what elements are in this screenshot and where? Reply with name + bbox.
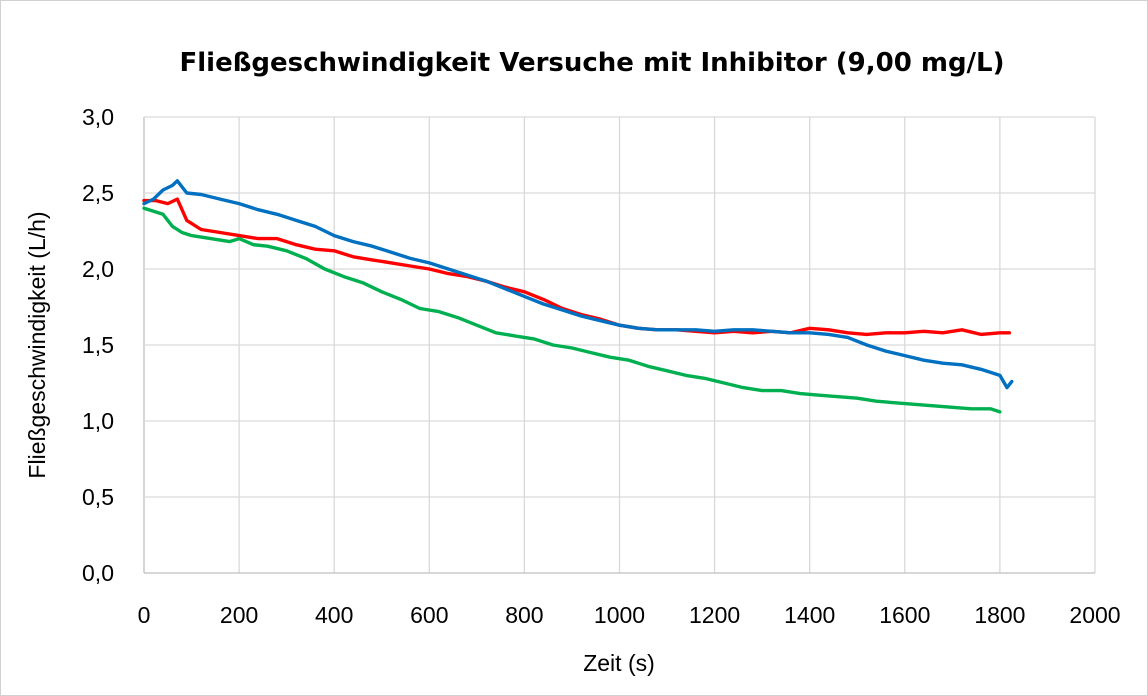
x-tick-label: 1600 bbox=[879, 602, 930, 628]
tick-labels: 0 200 400 600 800 1000 1200 1400 1600 1800 2000 0,0… bbox=[82, 104, 1121, 628]
x-tick-label: 2000 bbox=[1069, 602, 1120, 628]
x-tick-label: 1200 bbox=[689, 602, 740, 628]
x-tick-label: 200 bbox=[220, 602, 258, 628]
series-lines bbox=[142, 179, 1014, 414]
y-tick-label: 0,5 bbox=[82, 484, 114, 510]
x-tick-label: 1000 bbox=[594, 602, 645, 628]
chart-title: Fließgeschwindigkeit Versuche mit Inhibi… bbox=[179, 48, 1004, 78]
x-tick-label: 1400 bbox=[784, 602, 835, 628]
x-tick-label: 0 bbox=[138, 602, 151, 628]
y-tick-label: 3,0 bbox=[82, 104, 114, 130]
gridlines bbox=[143, 116, 1096, 574]
y-tick-label: 1,5 bbox=[82, 332, 114, 358]
x-tick-label: 1800 bbox=[974, 602, 1025, 628]
y-tick-label: 2,0 bbox=[82, 256, 114, 282]
series-line-2 bbox=[142, 179, 1014, 390]
x-tick-label: 800 bbox=[505, 602, 543, 628]
y-tick-label: 1,0 bbox=[82, 408, 114, 434]
x-tick-label: 400 bbox=[315, 602, 353, 628]
y-tick-label: 2,5 bbox=[82, 180, 114, 206]
x-tick-label: 600 bbox=[410, 602, 448, 628]
series-line-3 bbox=[142, 206, 1002, 414]
y-axis-label: Fließgeschwindigkeit (L/h) bbox=[24, 211, 50, 478]
x-axis-label: Zeit (s) bbox=[583, 650, 655, 676]
y-tick-label: 0,0 bbox=[82, 560, 114, 586]
